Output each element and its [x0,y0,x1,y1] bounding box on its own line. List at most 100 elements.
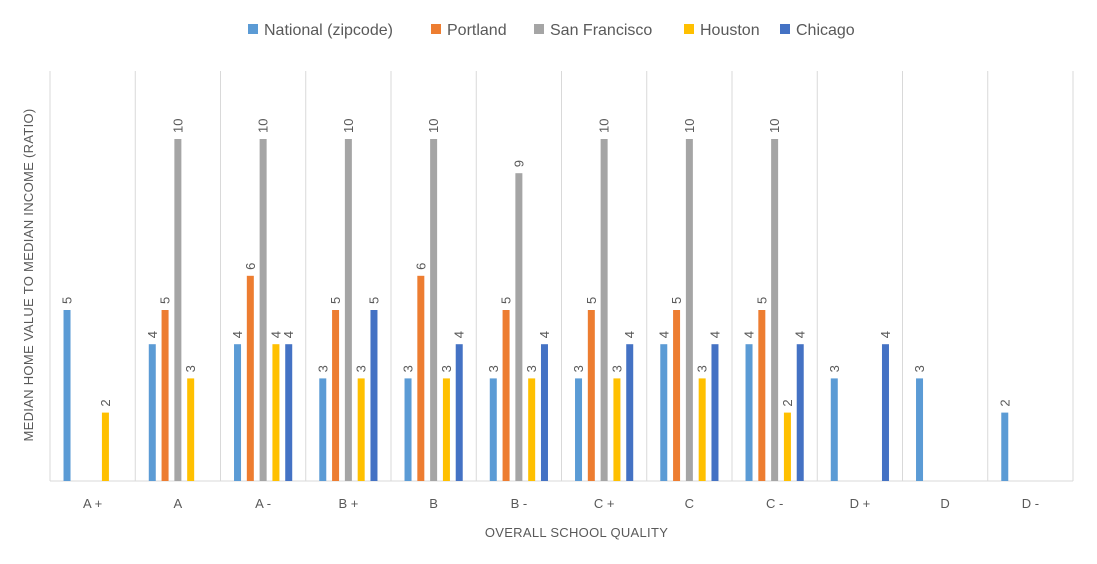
category-gridlines [49,71,1074,481]
bar-0-0 [63,310,71,481]
bar-5-3 [528,378,536,481]
x-tick-label-4: B [429,496,438,511]
data-label-7-2: 10 [682,119,697,133]
bar-6-4 [626,344,634,481]
data-label-1-0: 4 [145,331,160,338]
bar-4-4 [455,344,463,481]
data-label-5-1: 5 [499,297,514,304]
data-label-3-3: 3 [354,365,369,372]
legend-label-2: San Francisco [550,22,652,39]
data-label-9-0: 3 [827,365,842,372]
data-label-6-2: 10 [597,119,612,133]
data-label-4-3: 3 [439,365,454,372]
bar-7-3 [698,378,706,481]
legend-label-3: Houston [700,22,760,39]
data-label-0-3: 2 [98,399,113,406]
legend-label-0: National (zipcode) [264,22,393,39]
y-axis-title: MEDIAN HOME VALUE TO MEDIAN INCOME (RATI… [21,108,36,441]
data-label-3-0: 3 [315,365,330,372]
data-label-8-4: 4 [793,331,808,338]
data-label-8-2: 10 [767,119,782,133]
bar-8-2 [771,139,779,481]
bar-4-1 [417,275,425,481]
bar-7-1 [673,310,681,481]
x-tick-label-7: C [685,496,694,511]
bar-8-3 [783,412,791,481]
bar-7-0 [660,344,668,481]
data-label-10-0: 3 [912,365,927,372]
data-label-5-3: 3 [524,365,539,372]
legend: National (zipcode) Portland San Francisco H… [248,22,855,39]
bar-2-1 [246,275,254,481]
bar-6-1 [587,310,595,481]
data-label-2-1: 6 [243,263,258,270]
bars [63,139,1009,481]
bar-9-0 [830,378,838,481]
bar-3-3 [357,378,365,481]
x-tick-labels: A + A A - B + B B - C + C C - D + D D - [83,496,1039,511]
data-label-3-2: 10 [341,119,356,133]
data-label-2-0: 4 [230,331,245,338]
x-tick-label-0: A + [83,496,102,511]
bar-9-4 [881,344,889,481]
data-label-7-1: 5 [669,297,684,304]
x-tick-label-11: D - [1022,496,1039,511]
bar-7-2 [685,139,693,481]
data-label-2-2: 10 [256,119,271,133]
bar-3-2 [344,139,352,481]
data-label-5-4: 4 [537,331,552,338]
data-label-3-1: 5 [328,297,343,304]
legend-swatch-1 [431,24,441,34]
bar-3-4 [370,310,378,481]
data-label-9-4: 4 [878,331,893,338]
data-label-6-1: 5 [584,297,599,304]
data-label-8-0: 4 [742,331,757,338]
legend-swatch-2 [534,24,544,34]
data-label-7-0: 4 [656,331,671,338]
bar-4-3 [442,378,450,481]
data-label-4-2: 10 [426,119,441,133]
data-label-1-3: 3 [183,365,198,372]
legend-swatch-4 [780,24,790,34]
bar-1-0 [148,344,156,481]
data-label-7-3: 3 [695,365,710,372]
bar-2-4 [285,344,293,481]
data-label-4-4: 4 [452,331,467,338]
legend-swatch-0 [248,24,258,34]
bar-10-0 [916,378,924,481]
bar-1-1 [161,310,169,481]
legend-swatch-3 [684,24,694,34]
bar-6-0 [575,378,583,481]
x-tick-label-9: D + [850,496,871,511]
bar-4-0 [404,378,412,481]
bar-5-1 [502,310,510,481]
data-label-0-0: 5 [60,297,75,304]
x-axis-title: OVERALL SCHOOL QUALITY [485,525,668,540]
bar-5-0 [489,378,497,481]
bar-2-0 [234,344,242,481]
bar-11-0 [1001,412,1009,481]
data-label-5-2: 9 [511,160,526,167]
data-label-6-3: 3 [609,365,624,372]
data-label-6-4: 4 [622,331,637,338]
legend-label-4: Chicago [796,22,855,39]
bar-4-2 [430,139,438,481]
x-tick-label-3: B + [338,496,358,511]
bar-5-2 [515,173,523,481]
data-label-8-1: 5 [754,297,769,304]
x-tick-label-2: A - [255,496,271,511]
data-label-2-4: 4 [281,331,296,338]
bar-7-4 [711,344,719,481]
data-label-2-3: 4 [268,331,283,338]
data-label-6-0: 3 [571,365,586,372]
bar-2-3 [272,344,280,481]
bar-0-3 [101,412,109,481]
data-label-1-1: 5 [158,297,173,304]
bar-3-0 [319,378,327,481]
bar-3-1 [332,310,340,481]
data-label-11-0: 2 [997,399,1012,406]
x-tick-label-1: A [174,496,183,511]
data-label-7-4: 4 [707,331,722,338]
